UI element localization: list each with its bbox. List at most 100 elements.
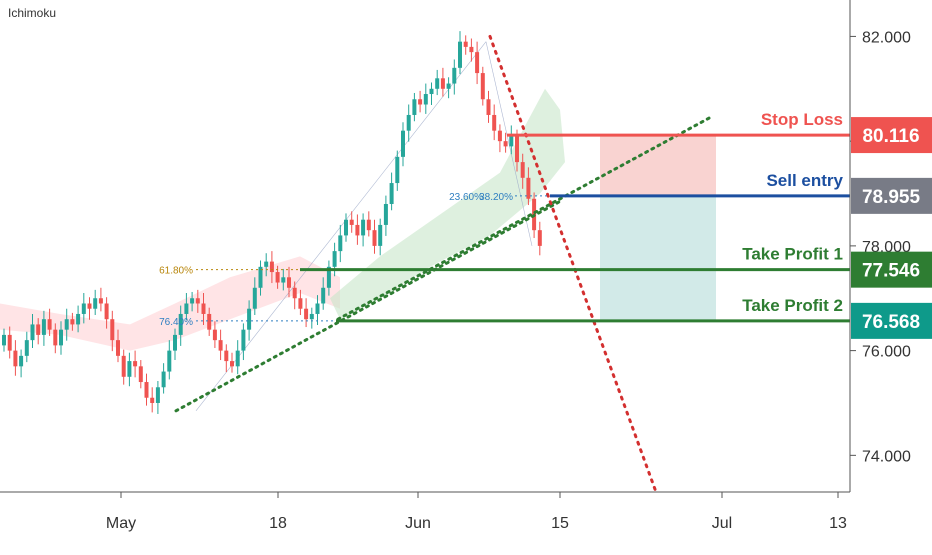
stop-loss-price-tag-text: 80.116 (862, 126, 919, 147)
candle-body (332, 251, 337, 267)
candle-body (47, 319, 52, 330)
candle-body (64, 319, 69, 330)
candle-body (452, 67, 457, 84)
uptrend-line-lower (174, 199, 562, 413)
candle-body (463, 41, 468, 47)
candle-body (201, 303, 206, 314)
sell-entry-price-tag-text: 78.955 (862, 187, 921, 208)
candle-body (298, 298, 303, 309)
fib-label-236: 23.60% (449, 192, 483, 203)
candle-body (412, 99, 417, 115)
candle-body (93, 298, 98, 309)
candle-body (287, 277, 291, 288)
candle-body (252, 287, 257, 309)
candle-body (241, 329, 246, 351)
candle-body (230, 361, 234, 367)
level-label-1: Sell entry (766, 171, 843, 190)
candle-body (133, 361, 138, 367)
x-tick-label: 18 (269, 515, 287, 532)
candle-body (224, 350, 229, 362)
candle-body (458, 41, 462, 68)
candle-body (264, 261, 269, 267)
candle-body (401, 130, 405, 157)
candle-body (537, 230, 542, 246)
candle-body (195, 298, 200, 304)
candle-body (361, 219, 366, 236)
candle-body (440, 78, 445, 89)
candle-body (429, 88, 434, 95)
x-tick-label: Jun (405, 515, 431, 532)
candle-body (2, 334, 6, 346)
candle-body (19, 355, 24, 367)
candle-body (178, 313, 183, 335)
candle-body (389, 183, 394, 204)
candle-body (70, 319, 75, 325)
candle-body (304, 308, 309, 320)
take-profit-1-price-tag (851, 251, 932, 288)
x-tick-label: May (106, 515, 136, 532)
fib-connector (485, 41, 533, 246)
candle-body (446, 83, 451, 89)
candle-body (269, 261, 274, 273)
candle-body (395, 156, 400, 184)
candle-body (469, 46, 474, 53)
candle-body (98, 298, 103, 304)
candle-body (53, 329, 58, 346)
candle-body (121, 355, 126, 377)
candle-body (515, 135, 519, 163)
candle-body (292, 287, 297, 299)
fib-label-382: 38.20% (479, 192, 513, 203)
candle-body (150, 397, 155, 403)
candle-body (503, 141, 508, 147)
candle-body (315, 303, 320, 314)
candle-body (218, 340, 223, 351)
candle-body (321, 287, 326, 304)
x-tick-label: 15 (551, 515, 569, 532)
candle-body (338, 235, 343, 252)
y-tick-label: 82.000 (862, 29, 911, 46)
take-profit-2-price-tag-text: 76.568 (862, 312, 920, 333)
candle-body (475, 52, 480, 74)
candle-body (383, 203, 388, 225)
stop-loss-price-tag (851, 117, 932, 154)
candle-body (212, 329, 217, 341)
candle-body (497, 130, 502, 142)
candle-body (190, 298, 195, 304)
candle-body (355, 224, 360, 236)
candle-body (24, 340, 29, 356)
candle-body (7, 334, 12, 351)
candle-body (59, 329, 63, 346)
ichimoku-cloud-bullish (330, 88, 565, 320)
candle-body (526, 177, 531, 199)
candle-body (36, 324, 41, 335)
fib-label-764: 76.40% (159, 317, 193, 328)
candle-body (520, 162, 525, 178)
candle-body (144, 382, 149, 398)
downtrend-line (488, 34, 658, 494)
candle-body (116, 340, 120, 356)
candle-body (281, 277, 286, 283)
candle-body (81, 303, 86, 314)
candle-body (326, 266, 331, 288)
candle-body (235, 350, 240, 367)
indicator-label: Ichimoku (8, 6, 57, 20)
candle-body (155, 387, 160, 403)
x-tick-label: 13 (829, 515, 847, 532)
candle-body (41, 319, 46, 335)
candle-body (480, 73, 485, 100)
reward-zone (600, 195, 716, 321)
candle-body (167, 350, 172, 372)
candle-body (344, 219, 348, 236)
candle-body (366, 219, 371, 231)
y-tick-label: 76.000 (862, 344, 911, 361)
candle-body (184, 303, 189, 314)
fib-label-618: 61.80% (159, 266, 193, 277)
candle-body (110, 319, 115, 341)
candle-body (161, 371, 166, 388)
sell-entry-price-tag (851, 177, 932, 214)
level-label-0: Stop Loss (761, 110, 843, 129)
level-label-3: Take Profit 2 (742, 296, 843, 315)
